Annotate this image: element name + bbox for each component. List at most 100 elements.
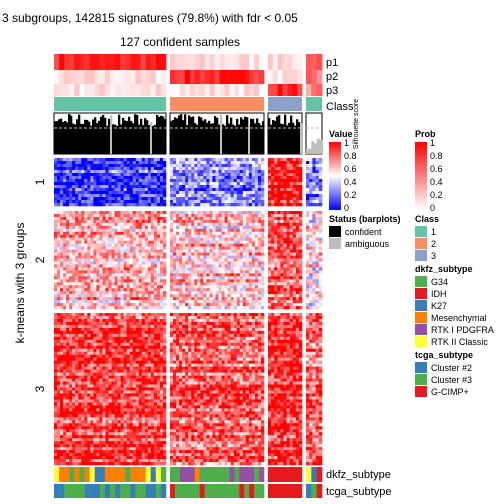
heatmap-cell bbox=[120, 185, 124, 189]
heatmap-cell bbox=[105, 315, 109, 320]
heatmap-cell bbox=[141, 279, 146, 283]
heatmap-cell bbox=[117, 348, 121, 353]
heatmap-cell bbox=[176, 231, 180, 236]
heatmap-cell bbox=[123, 197, 127, 201]
heatmap-cell bbox=[182, 258, 186, 262]
heatmap-cell bbox=[209, 203, 213, 207]
heatmap-cell bbox=[84, 294, 88, 298]
heatmap-cell bbox=[96, 170, 100, 174]
heatmap-cell bbox=[141, 345, 146, 350]
heatmap-cell bbox=[254, 158, 259, 162]
heatmap-cell bbox=[84, 318, 88, 323]
heatmap-cell bbox=[69, 276, 73, 280]
heatmap-cell bbox=[188, 270, 192, 274]
heatmap-cell bbox=[179, 173, 183, 177]
heatmap-cell bbox=[87, 267, 91, 271]
heatmap-cell bbox=[306, 179, 310, 183]
heatmap-cell bbox=[57, 249, 61, 253]
heatmap-cell bbox=[90, 243, 94, 247]
heatmap-cell bbox=[215, 216, 219, 221]
prob-cell bbox=[59, 70, 65, 84]
heatmap-cell bbox=[54, 234, 58, 239]
heatmap-cell bbox=[162, 179, 167, 183]
heatmap-cell bbox=[227, 252, 231, 256]
heatmap-cell bbox=[147, 324, 152, 329]
prob-cell bbox=[249, 84, 255, 96]
heatmap-cell bbox=[268, 176, 272, 180]
heatmap-cell bbox=[69, 261, 73, 265]
heatmap-cell bbox=[248, 176, 253, 180]
prob-cell bbox=[287, 54, 293, 70]
heatmap-cell bbox=[138, 211, 143, 215]
heatmap-cell bbox=[162, 330, 167, 335]
heatmap-cell bbox=[87, 182, 91, 186]
heatmap-cell bbox=[283, 194, 287, 198]
heatmap-cell bbox=[156, 333, 161, 338]
heatmap-cell bbox=[224, 252, 228, 256]
heatmap-cell bbox=[105, 330, 109, 335]
heatmap-cell bbox=[132, 252, 137, 256]
heatmap-cell bbox=[144, 185, 149, 189]
heatmap-cell bbox=[224, 185, 228, 189]
heatmap-cell bbox=[200, 197, 204, 201]
heatmap-cell bbox=[257, 234, 262, 239]
heatmap-cell bbox=[239, 167, 244, 171]
heatmap-cell bbox=[63, 216, 67, 221]
heatmap-cell bbox=[54, 264, 58, 268]
heatmap-cell bbox=[126, 194, 130, 198]
heatmap-cell bbox=[78, 231, 82, 236]
heatmap-cell bbox=[105, 228, 109, 233]
heatmap-cell bbox=[251, 213, 256, 218]
heatmap-cell bbox=[105, 219, 109, 224]
heatmap-cell bbox=[257, 270, 262, 274]
heatmap-cell bbox=[117, 188, 121, 192]
heatmap-cell bbox=[215, 306, 219, 310]
heatmap-cell bbox=[212, 170, 216, 174]
heatmap-cell bbox=[126, 342, 130, 347]
heatmap-cell bbox=[54, 179, 58, 183]
heatmap-cell bbox=[191, 182, 195, 186]
heatmap-cell bbox=[60, 234, 64, 239]
heatmap-cell bbox=[203, 203, 207, 207]
heatmap-cell bbox=[292, 294, 297, 298]
heatmap-cell bbox=[268, 300, 272, 304]
heatmap-cell bbox=[159, 321, 164, 326]
heatmap-cell bbox=[236, 197, 241, 201]
heatmap-cell bbox=[289, 173, 294, 177]
heatmap-cell bbox=[141, 267, 146, 271]
heatmap-cell bbox=[218, 261, 222, 265]
heatmap-cell bbox=[248, 158, 253, 162]
heatmap-cell bbox=[245, 203, 250, 207]
heatmap-cell bbox=[274, 182, 278, 186]
heatmap-cell bbox=[102, 240, 106, 244]
heatmap-cell bbox=[63, 167, 67, 171]
heatmap-cell bbox=[268, 246, 272, 250]
heatmap-cell bbox=[114, 252, 118, 256]
heatmap-cell bbox=[268, 282, 272, 286]
heatmap-cell bbox=[93, 234, 97, 239]
heatmap-cell bbox=[318, 264, 323, 268]
heatmap-cell bbox=[108, 222, 112, 227]
silhouette-bar bbox=[224, 125, 227, 154]
heatmap-cell bbox=[81, 288, 85, 292]
heatmap-cell bbox=[111, 249, 115, 253]
heatmap-cell bbox=[141, 219, 146, 224]
heatmap-cell bbox=[251, 164, 256, 168]
heatmap-cell bbox=[90, 203, 94, 207]
heatmap-cell bbox=[87, 348, 91, 353]
heatmap-cell bbox=[96, 237, 100, 241]
heatmap-cell bbox=[182, 246, 186, 250]
heatmap-cell bbox=[227, 203, 231, 207]
heatmap-cell bbox=[90, 339, 94, 344]
heatmap-cell bbox=[289, 306, 294, 310]
heatmap-cell bbox=[200, 252, 204, 256]
heatmap-cell bbox=[99, 351, 103, 356]
heatmap-cell bbox=[173, 158, 177, 162]
heatmap-cell bbox=[111, 167, 115, 171]
heatmap-cell bbox=[90, 276, 94, 280]
heatmap-cell bbox=[57, 200, 61, 204]
heatmap-cell bbox=[318, 203, 323, 207]
heatmap-cell bbox=[283, 173, 287, 177]
heatmap-cell bbox=[138, 200, 143, 204]
heatmap-cell bbox=[99, 333, 103, 338]
